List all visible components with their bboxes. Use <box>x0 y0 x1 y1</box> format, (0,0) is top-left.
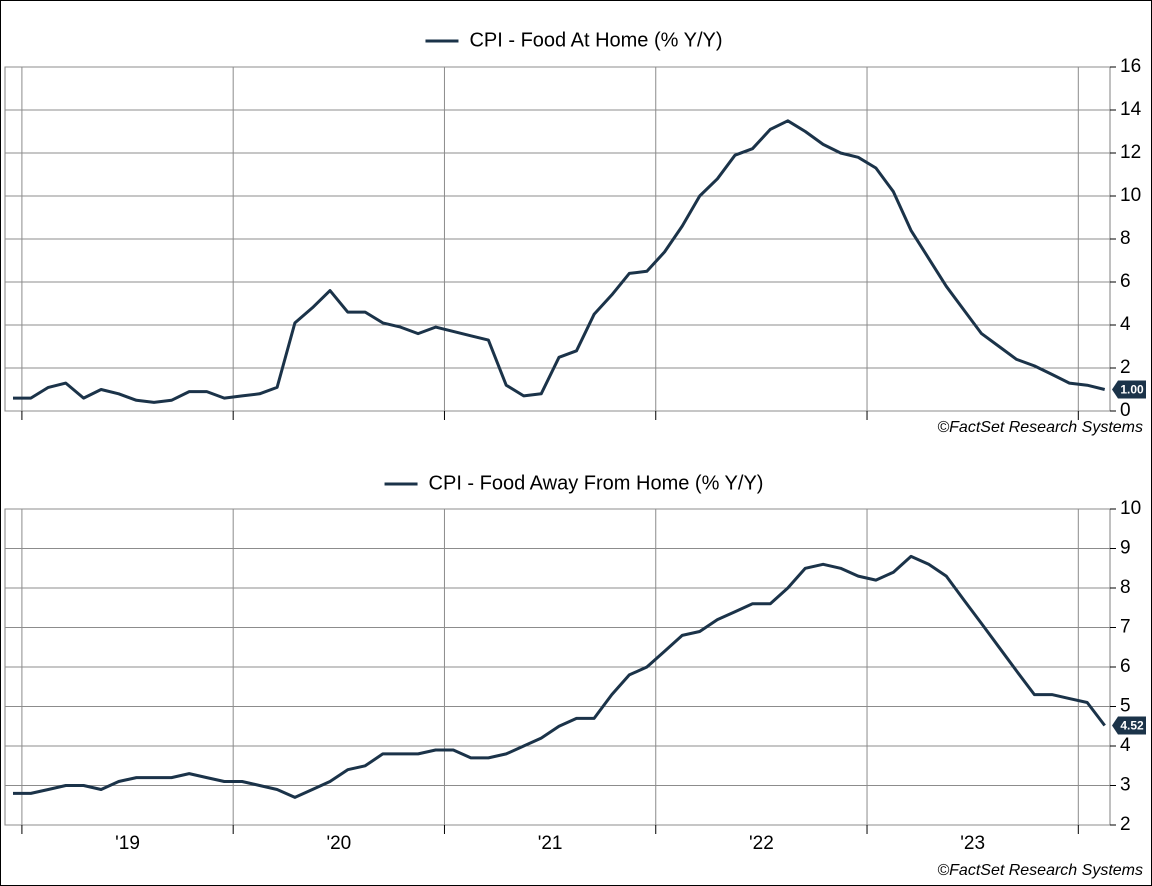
y-tick-label: 0 <box>1120 400 1131 421</box>
x-tick-label: '20 <box>326 833 351 854</box>
y-tick-label: 8 <box>1120 228 1131 249</box>
x-tick-label: '19 <box>115 833 140 854</box>
series-line <box>13 554 1106 799</box>
y-tick-label: 9 <box>1120 538 1131 559</box>
end-badge <box>1112 716 1146 735</box>
y-tick-label: 6 <box>1120 271 1131 292</box>
chart-title: CPI - Food At Home (% Y/Y) <box>469 29 722 51</box>
y-tick-label: 3 <box>1120 775 1131 796</box>
y-tick-label: 2 <box>1120 357 1131 378</box>
end-label: 4.52 <box>1120 719 1144 733</box>
y-tick-label: 10 <box>1120 185 1141 206</box>
end-badge <box>1112 380 1146 399</box>
y-tick-label: 7 <box>1120 617 1131 638</box>
x-tick-label: '23 <box>960 833 985 854</box>
source-note: ©FactSet Research Systems <box>937 419 1143 436</box>
x-tick-label: '22 <box>749 833 774 854</box>
chart-title: CPI - Food Away From Home (% Y/Y) <box>429 472 764 494</box>
y-tick-label: 4 <box>1120 314 1131 335</box>
x-tick-label: '21 <box>538 833 563 854</box>
y-tick-label: 5 <box>1120 696 1131 717</box>
y-tick-label: 4 <box>1120 735 1131 756</box>
y-tick-label: 2 <box>1120 814 1131 835</box>
y-tick-label: 14 <box>1120 99 1142 120</box>
y-tick-label: 16 <box>1120 56 1141 77</box>
source-note: ©FactSet Research Systems <box>937 862 1143 879</box>
series-line <box>13 119 1106 404</box>
y-tick-label: 6 <box>1120 656 1131 677</box>
y-tick-label: 10 <box>1120 498 1141 519</box>
end-label: 1.00 <box>1120 383 1144 397</box>
y-tick-label: 8 <box>1120 577 1131 598</box>
y-tick-label: 12 <box>1120 142 1141 163</box>
